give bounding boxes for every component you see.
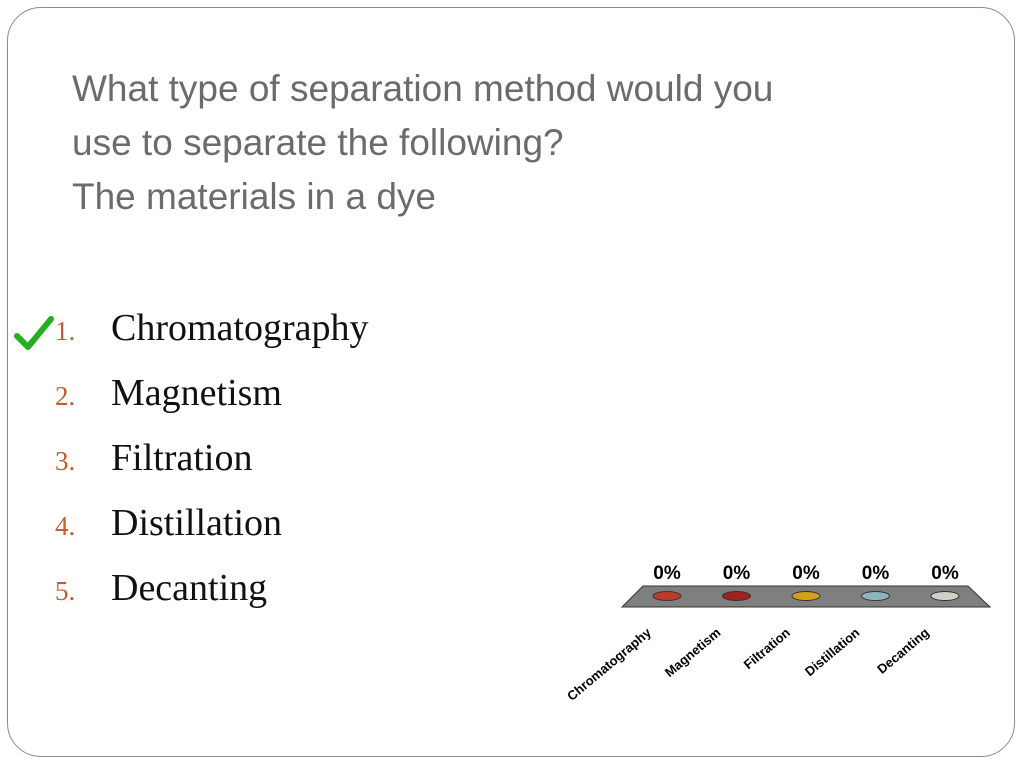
answer-option-3[interactable]: 3. Filtration	[0, 432, 520, 497]
chart-category-label: Distillation	[802, 625, 863, 679]
answer-list: 1. Chromatography 2. Magnetism 3. Filtra…	[0, 302, 520, 627]
answer-option-2[interactable]: 2. Magnetism	[0, 367, 520, 432]
chart-value-label: 0%	[862, 563, 890, 584]
chart-category-label: Decanting	[874, 625, 932, 677]
chart-bar-base	[930, 591, 960, 601]
answer-text: Magnetism	[111, 372, 282, 414]
answer-number: 2.	[55, 381, 76, 411]
question-line-3: The materials in a dye	[72, 176, 437, 217]
chart-value-label: 0%	[931, 563, 959, 584]
chart-value-label: 0%	[723, 563, 751, 584]
question-line-2: use to separate the following?	[72, 122, 564, 163]
answer-number: 3.	[55, 446, 76, 476]
chart-category-label: Chromatography	[564, 624, 654, 703]
chart-value-label: 0%	[653, 563, 681, 584]
answer-text: Decanting	[111, 567, 268, 609]
chart-bar-base	[652, 591, 682, 601]
answer-text: Filtration	[111, 437, 253, 479]
answer-option-4[interactable]: 4. Distillation	[0, 497, 520, 562]
answer-number: 4.	[55, 511, 76, 541]
slide-frame	[7, 7, 1015, 757]
answer-number: 5.	[55, 576, 76, 606]
answer-option-5[interactable]: 5. Decanting	[0, 562, 520, 627]
answer-number: 1.	[55, 316, 76, 346]
answer-text: Distillation	[111, 502, 282, 544]
chart-value-label: 0%	[792, 563, 820, 584]
chart-bar-base	[722, 591, 751, 601]
question-line-1: What type of separation method would you	[72, 68, 774, 109]
chart-bar-base	[791, 591, 821, 601]
question-title: What type of separation method would you…	[72, 62, 972, 224]
chart-category-label: Magnetism	[662, 625, 724, 680]
answer-text: Chromatography	[111, 307, 369, 349]
checkmark-icon	[14, 316, 54, 350]
answer-option-1[interactable]: 1. Chromatography	[0, 302, 520, 367]
chart-bar-base	[861, 591, 890, 601]
chart-category-label: Filtration	[741, 625, 793, 672]
